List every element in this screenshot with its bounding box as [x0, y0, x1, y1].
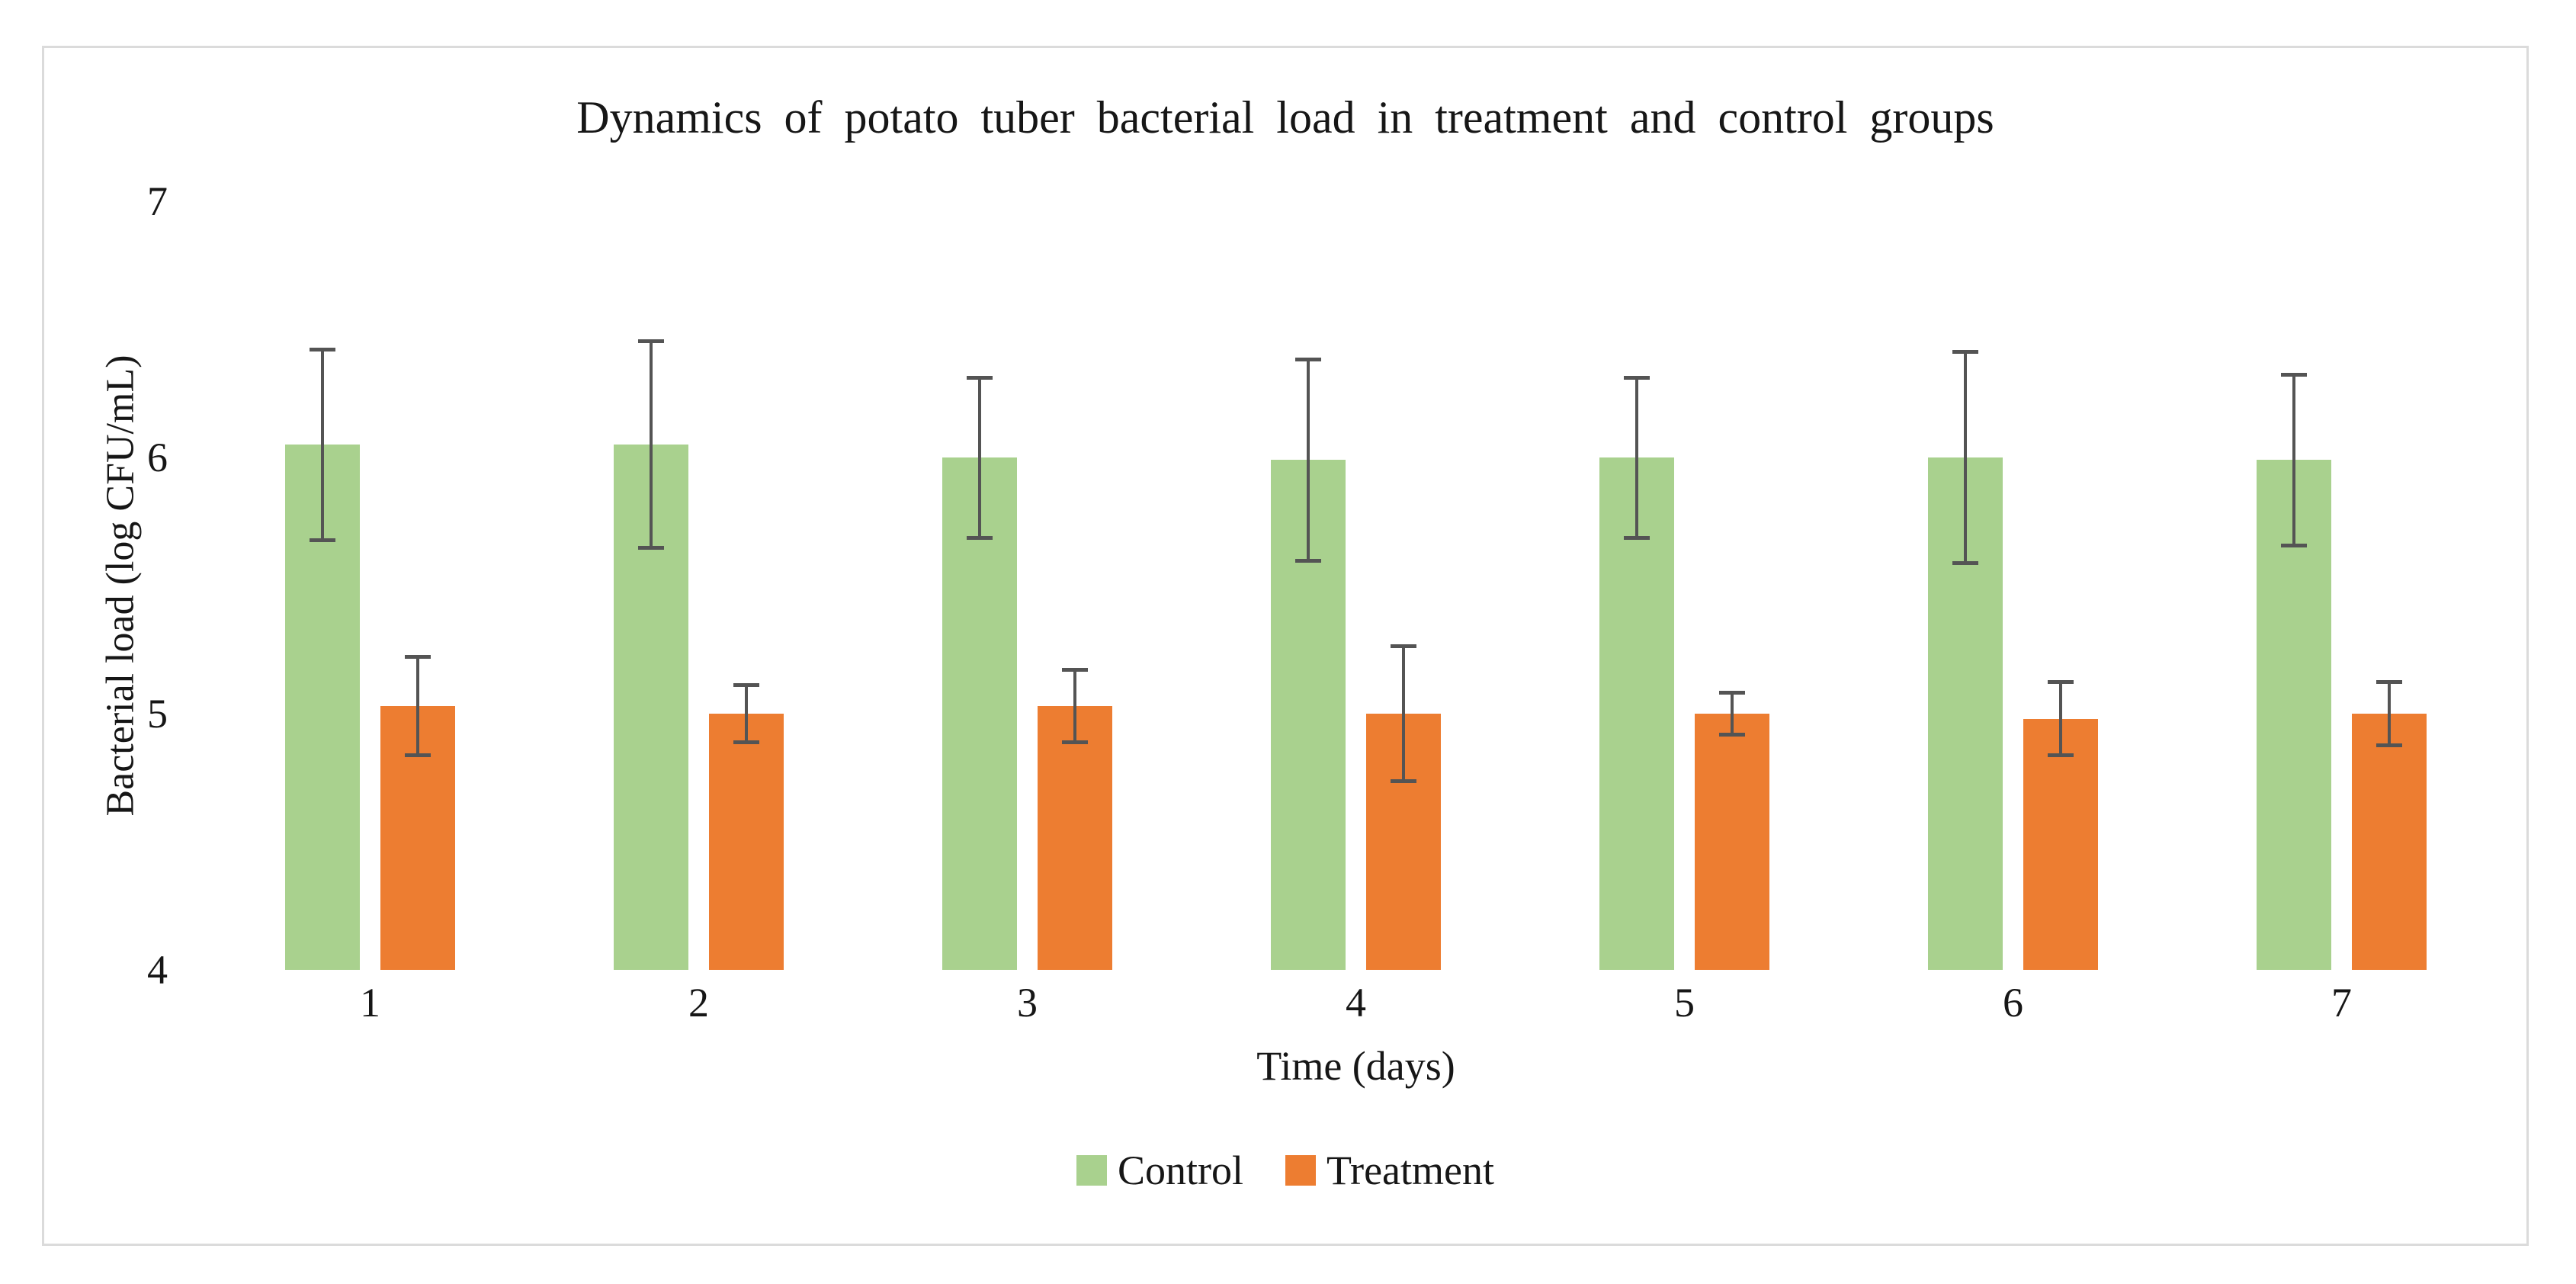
bar-slot-control-day-2 [614, 201, 688, 970]
bar-group-day-7 [2177, 201, 2506, 970]
y-axis-ticks: 4 5 6 7 [44, 181, 174, 990]
error-bar-control-day-2 [638, 339, 664, 550]
bar-slot-treatment-day-3 [1038, 201, 1112, 970]
error-bar-treatment-day-4 [1391, 644, 1416, 783]
legend-label-control: Control [1118, 1148, 1244, 1193]
bar-group-day-2 [534, 201, 863, 970]
y-tick-label-4: 4 [147, 947, 168, 993]
error-bar-bottom-cap [733, 740, 759, 745]
error-bar-top-cap [1062, 667, 1088, 672]
bar-treatment-day-6 [2023, 718, 2098, 970]
error-bar-control-day-6 [1952, 349, 1978, 566]
bar-slot-control-day-4 [1271, 201, 1346, 970]
bar-slot-treatment-day-4 [1366, 201, 1441, 970]
bar-slot-treatment-day-1 [380, 201, 455, 970]
x-axis-title: Time (days) [1256, 1043, 1455, 1089]
error-bar-top-cap [2281, 373, 2307, 377]
bar-slot-control-day-1 [285, 201, 360, 970]
x-axis-ticks: 1 2 3 4 5 6 7 [206, 980, 2506, 1026]
error-bar-bottom-cap [1062, 740, 1088, 745]
plot-area [206, 201, 2506, 970]
error-bar-top-cap [1391, 644, 1416, 649]
y-tick-label-5: 5 [147, 691, 168, 737]
error-bar-top-cap [1295, 357, 1321, 361]
bar-treatment-day-5 [1695, 714, 1769, 970]
legend-item-control: Control [1076, 1148, 1243, 1193]
error-bar-bottom-cap [2376, 743, 2402, 747]
error-bar-top-cap [310, 347, 335, 351]
bar-slot-treatment-day-6 [2023, 201, 2098, 970]
error-bar-bottom-cap [967, 535, 993, 540]
error-bar-top-cap [2048, 680, 2074, 685]
error-bar-bottom-cap [1952, 561, 1978, 566]
error-bar-treatment-day-3 [1062, 667, 1088, 745]
error-bar-bottom-cap [638, 545, 664, 550]
error-bar-treatment-day-5 [1719, 690, 1745, 737]
x-tick-label-day-2: 2 [688, 980, 709, 1026]
bar-treatment-day-2 [709, 714, 784, 970]
bar-slot-control-day-6 [1928, 201, 2003, 970]
bar-slot-treatment-day-2 [709, 201, 784, 970]
bar-group-day-6 [1849, 201, 2177, 970]
error-bar-control-day-4 [1295, 357, 1321, 563]
chart-title: Dynamics of potato tuber bacterial load … [576, 92, 1994, 143]
error-bar-treatment-day-1 [405, 654, 431, 758]
error-bar-top-cap [638, 339, 664, 344]
error-bar-treatment-day-7 [2376, 680, 2402, 747]
error-bar-top-cap [733, 682, 759, 687]
bar-slot-control-day-7 [2257, 201, 2331, 970]
error-bar-bottom-cap [1624, 535, 1650, 540]
error-bar-treatment-day-2 [733, 682, 759, 745]
bar-slot-treatment-day-5 [1695, 201, 1769, 970]
chart-frame: Dynamics of potato tuber bacterial load … [42, 46, 2529, 1246]
x-tick-label-day-3: 3 [1017, 980, 1038, 1026]
bar-control-day-3 [942, 457, 1017, 970]
x-tick-label-day-5: 5 [1674, 980, 1695, 1026]
error-bar-top-cap [967, 375, 993, 380]
error-bar-bottom-cap [2281, 543, 2307, 547]
bar-slot-control-day-5 [1599, 201, 1674, 970]
legend-swatch-control [1076, 1155, 1107, 1186]
error-bar-top-cap [1624, 375, 1650, 380]
x-tick-label-day-7: 7 [2331, 980, 2352, 1026]
x-tick-label-day-6: 6 [2003, 980, 2023, 1026]
bar-group-day-4 [1192, 201, 1520, 970]
bar-slot-control-day-3 [942, 201, 1017, 970]
error-bar-top-cap [2376, 680, 2402, 685]
bar-group-day-1 [206, 201, 534, 970]
error-bar-treatment-day-6 [2048, 680, 2074, 758]
legend-label-treatment: Treatment [1326, 1148, 1494, 1193]
error-bar-bottom-cap [405, 753, 431, 758]
y-tick-label-7: 7 [147, 178, 168, 224]
error-bar-control-day-5 [1624, 375, 1650, 540]
error-bar-control-day-7 [2281, 373, 2307, 547]
error-bar-bottom-cap [310, 538, 335, 542]
bar-treatment-day-3 [1038, 705, 1112, 970]
bar-control-day-5 [1599, 457, 1674, 970]
y-tick-label-6: 6 [147, 435, 168, 480]
x-tick-label-day-4: 4 [1346, 980, 1366, 1026]
error-bar-bottom-cap [1295, 558, 1321, 563]
legend: Control Treatment [44, 1146, 2526, 1195]
legend-item-treatment: Treatment [1285, 1148, 1494, 1193]
error-bar-control-day-3 [967, 375, 993, 540]
bar-group-day-5 [1520, 201, 1849, 970]
x-tick-label-day-1: 1 [360, 980, 380, 1026]
error-bar-bottom-cap [1391, 778, 1416, 783]
error-bar-bottom-cap [1719, 733, 1745, 737]
bar-group-day-3 [863, 201, 1192, 970]
error-bar-top-cap [1719, 690, 1745, 695]
error-bar-top-cap [405, 654, 431, 659]
error-bar-top-cap [1952, 349, 1978, 354]
bar-slot-treatment-day-7 [2352, 201, 2427, 970]
legend-swatch-treatment [1285, 1155, 1317, 1186]
error-bar-bottom-cap [2048, 753, 2074, 758]
error-bar-control-day-1 [310, 347, 335, 542]
bar-treatment-day-7 [2352, 714, 2427, 970]
